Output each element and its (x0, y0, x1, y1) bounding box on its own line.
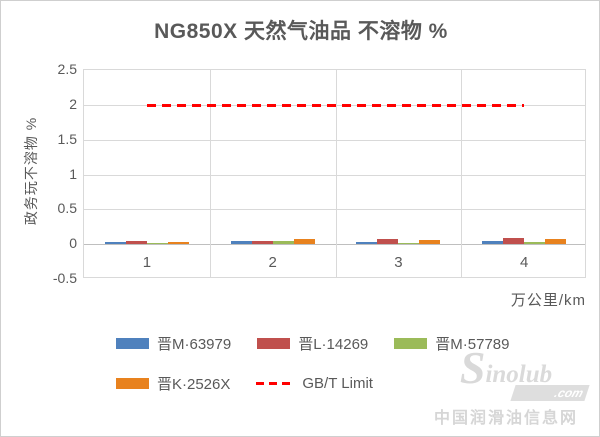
bar (398, 242, 420, 245)
bar (482, 241, 504, 245)
legend-label: GB/T Limit (302, 375, 373, 392)
category-label: 2 (268, 254, 277, 272)
category-label: 4 (519, 254, 529, 272)
y-tick-label: 2 (69, 95, 77, 112)
legend-item: GB/T Limit (256, 375, 373, 392)
legend-label: 晋M·57789 (435, 336, 510, 353)
limit-line (146, 103, 525, 107)
legend-swatch (116, 378, 149, 389)
legend-item: 晋K·2526X (116, 373, 230, 394)
y-tick-label: 0 (69, 235, 77, 252)
category-separator (209, 70, 211, 277)
chart-title: NG850X 天然气油品 不溶物 % (154, 20, 448, 43)
bar (146, 242, 168, 245)
bar (272, 241, 294, 245)
bar (545, 239, 567, 245)
watermark-caption: 中国润滑油信息网 (433, 410, 578, 427)
gridline (84, 174, 585, 176)
watermark-com-banner: .com (510, 385, 590, 401)
bar (125, 240, 147, 245)
legend-row-1: 晋M·63979 晋L·14269 晋M·57789 (116, 333, 509, 354)
legend-dash-swatch (256, 382, 295, 385)
y-tick-label: 1.5 (57, 130, 77, 147)
y-tick-label: -0.5 (52, 270, 77, 286)
bar (251, 240, 273, 245)
bar (167, 242, 189, 245)
bar (230, 240, 252, 245)
legend-label: 晋M·63979 (157, 336, 232, 353)
watermark-script: inolub (485, 361, 553, 388)
y-tick-label: 2.5 (57, 61, 77, 77)
legend-swatch (394, 338, 428, 349)
legend-swatch (257, 338, 291, 349)
plot-area: 1 2 3 4 (83, 69, 586, 278)
bar (104, 242, 126, 245)
bar (503, 237, 525, 245)
gridline (84, 139, 585, 141)
category-separator (335, 70, 337, 277)
watermark-initial: S (459, 342, 486, 394)
category-separator (461, 70, 463, 277)
y-tick-label: 0.5 (57, 200, 77, 217)
legend-item: 晋M·57789 (394, 333, 509, 354)
legend-item: 晋L·14269 (257, 333, 368, 354)
x-axis-line (84, 244, 585, 246)
bar (419, 239, 441, 245)
gridline (84, 209, 585, 211)
legend-label: 晋K·2526X (157, 376, 231, 393)
legend-row-2: 晋K·2526X GB/T Limit (116, 373, 373, 394)
y-axis-title-text: 政务玩不溶物 % (23, 116, 39, 226)
y-tick-label: 1 (69, 165, 77, 182)
bar (377, 238, 399, 245)
bar (293, 239, 315, 245)
legend-item: 晋M·63979 (116, 333, 231, 354)
legend-swatch (116, 338, 149, 349)
category-label: 1 (142, 254, 152, 272)
x-axis-title: 万公里/km (510, 292, 586, 309)
legend-label: 晋L·14269 (298, 336, 369, 353)
category-label: 3 (394, 254, 403, 272)
bar (356, 242, 378, 245)
bar (524, 242, 546, 245)
